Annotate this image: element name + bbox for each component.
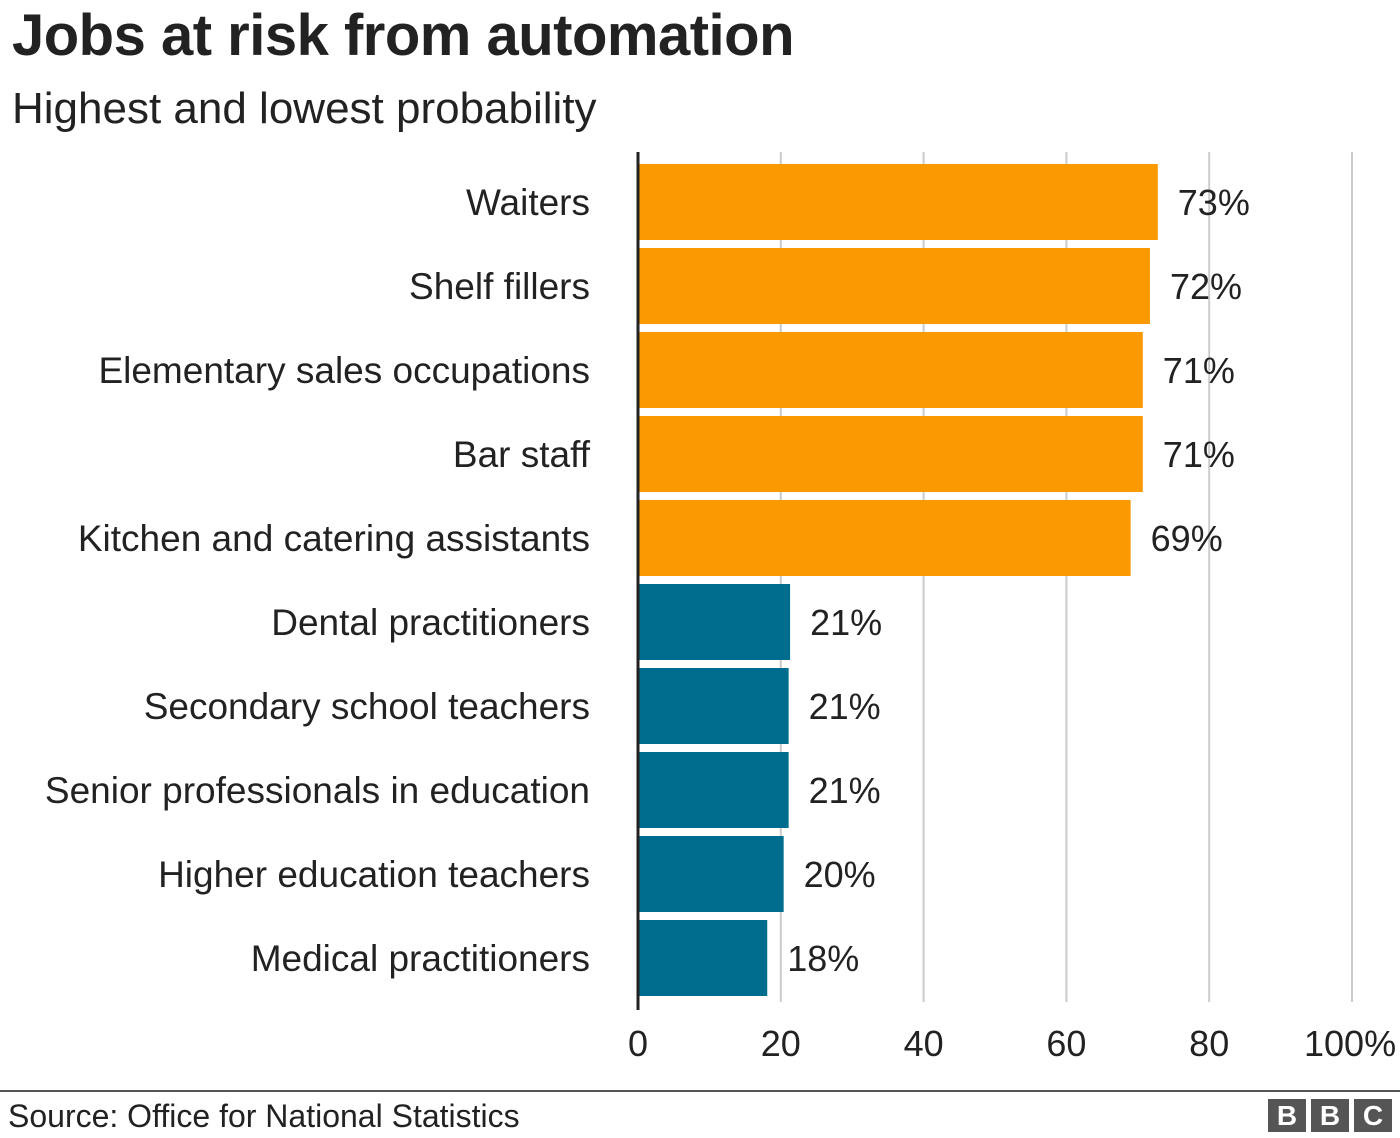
- data-label: 72%: [1170, 266, 1242, 307]
- bar: [638, 584, 791, 660]
- x-tick-label: 0: [628, 1023, 648, 1064]
- source-note: Source: Office for National Statistics: [8, 1098, 520, 1134]
- category-label: Shelf fillers: [409, 266, 590, 307]
- bar: [638, 668, 789, 744]
- bar: [638, 164, 1158, 240]
- bar: [638, 752, 789, 828]
- chart-title: Jobs at risk from automation: [12, 3, 795, 68]
- category-label: Kitchen and catering assistants: [78, 518, 590, 559]
- bars: [638, 164, 1158, 996]
- category-label: Senior professionals in education: [45, 770, 590, 811]
- category-label: Medical practitioners: [251, 938, 590, 979]
- logo-letter: B: [1268, 1099, 1306, 1132]
- bar: [638, 332, 1143, 408]
- labels: Waiters 73% Shelf fillers 72% Elementary sal…: [45, 182, 1250, 979]
- category-label: Higher education teachers: [158, 854, 590, 895]
- bar-chart: Waiters 73% Shelf fillers 72% Elementary sal…: [45, 152, 1396, 1064]
- logo-letter: C: [1354, 1099, 1392, 1132]
- category-label: Waiters: [466, 182, 590, 223]
- x-tick-label: 40: [904, 1023, 944, 1064]
- data-label: 21%: [809, 770, 881, 811]
- category-label: Secondary school teachers: [144, 686, 590, 727]
- data-label: 69%: [1151, 518, 1223, 559]
- bar: [638, 416, 1143, 492]
- data-label: 71%: [1163, 350, 1235, 391]
- axes: 0 20 40 60 80 100%: [628, 152, 1396, 1064]
- bar: [638, 248, 1150, 324]
- chart-subtitle: Highest and lowest probability: [12, 84, 597, 133]
- x-tick-label: 20: [761, 1023, 801, 1064]
- data-label: 21%: [810, 602, 882, 643]
- data-label: 18%: [787, 938, 859, 979]
- category-label: Elementary sales occupations: [98, 350, 590, 391]
- data-label: 71%: [1163, 434, 1235, 475]
- bar: [638, 836, 784, 912]
- category-label: Dental practitioners: [271, 602, 590, 643]
- data-label: 21%: [809, 686, 881, 727]
- x-tick-label: 60: [1046, 1023, 1086, 1064]
- data-label: 73%: [1178, 182, 1250, 223]
- x-tick-label: 100%: [1304, 1023, 1396, 1064]
- x-tick-label: 80: [1189, 1023, 1229, 1064]
- category-label: Bar staff: [453, 434, 591, 475]
- bar: [638, 500, 1131, 576]
- bar: [638, 920, 768, 996]
- data-label: 20%: [804, 854, 876, 895]
- bbc-logo: B B C: [1268, 1099, 1392, 1132]
- logo-letter: B: [1311, 1099, 1349, 1132]
- footer-divider: [0, 1090, 1400, 1092]
